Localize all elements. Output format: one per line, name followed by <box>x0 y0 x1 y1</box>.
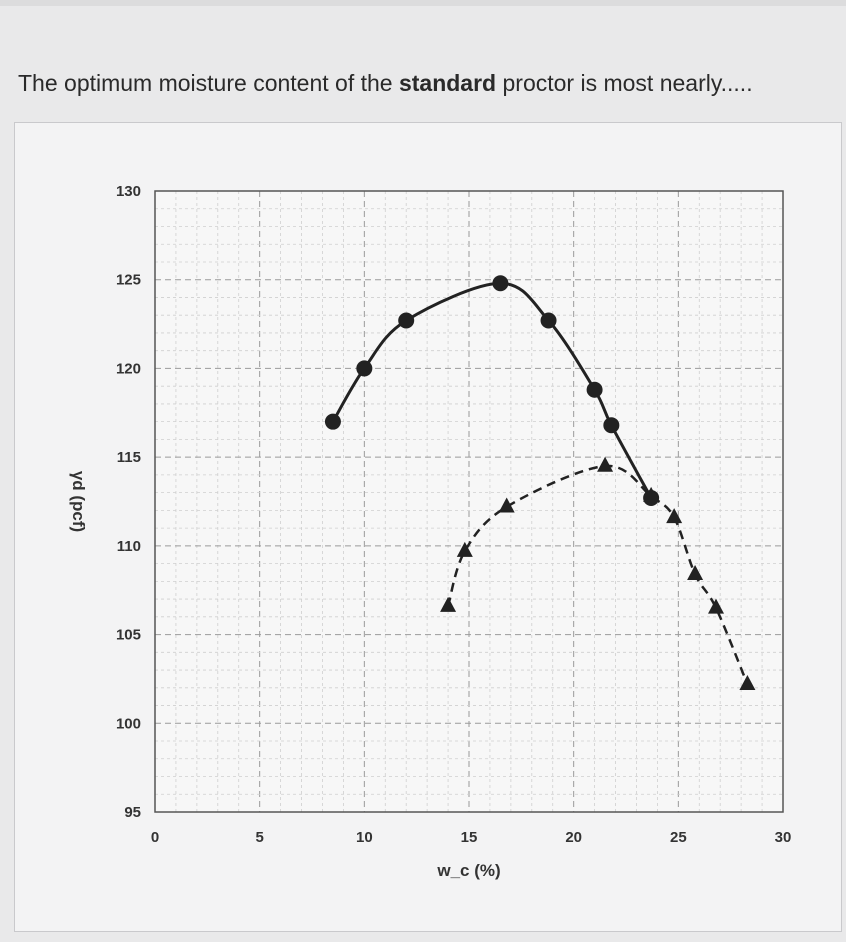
circle-data-point <box>603 417 620 434</box>
circle-data-point <box>324 413 341 430</box>
triangle-data-point <box>643 486 660 502</box>
triangle-data-point <box>456 541 473 557</box>
circle-data-point <box>540 312 557 329</box>
circle-data-point <box>586 381 603 398</box>
x-tick-label: 5 <box>255 829 263 846</box>
question-suffix: proctor is most nearly..... <box>496 70 753 96</box>
question-emphasis: standard <box>398 70 497 96</box>
y-tick-label: 115 <box>117 449 141 466</box>
x-tick-label: 25 <box>670 829 687 846</box>
triangle-data-point <box>708 598 725 614</box>
x-axis-title: w_c (%) <box>436 861 500 880</box>
y-axis-title: γd (pcf) <box>69 471 88 532</box>
plot-frame <box>154 190 784 813</box>
modified-proctor-curve <box>446 464 749 685</box>
circle-data-point <box>356 360 373 377</box>
y-tick-label: 95 <box>124 804 141 821</box>
question-text: The optimum moisture content of the stan… <box>18 70 753 97</box>
x-tick-label: 15 <box>461 829 478 846</box>
x-tick-label: 20 <box>565 829 582 846</box>
proctor-chart: 0 5 10 15 20 25 30 95 100 105 110 115 120 125 130 w_c (… <box>69 183 792 880</box>
triangle-data-point <box>687 564 704 580</box>
y-tick-label: 130 <box>116 183 141 200</box>
top-divider <box>0 0 846 6</box>
triangle-data-point <box>739 674 756 690</box>
circle-data-point <box>398 312 415 329</box>
y-tick-label: 125 <box>116 272 141 289</box>
y-tick-label: 110 <box>117 538 141 555</box>
triangle-data-point <box>440 596 457 612</box>
x-tick-label: 10 <box>356 829 373 846</box>
x-tick-label: 0 <box>151 829 159 846</box>
y-tick-label: 100 <box>116 715 141 732</box>
y-tick-label: 120 <box>116 360 141 377</box>
triangle-data-point <box>597 456 614 472</box>
x-tick-label: 30 <box>775 829 792 846</box>
triangle-data-point <box>666 508 683 524</box>
circle-data-point <box>492 275 509 292</box>
chart-card: 0 5 10 15 20 25 30 95 100 105 110 115 120 125 130 w_c (… <box>14 122 842 932</box>
question-prefix: The optimum moisture content of the <box>18 70 399 96</box>
triangle-data-point <box>498 497 515 513</box>
y-tick-label: 105 <box>116 627 141 644</box>
